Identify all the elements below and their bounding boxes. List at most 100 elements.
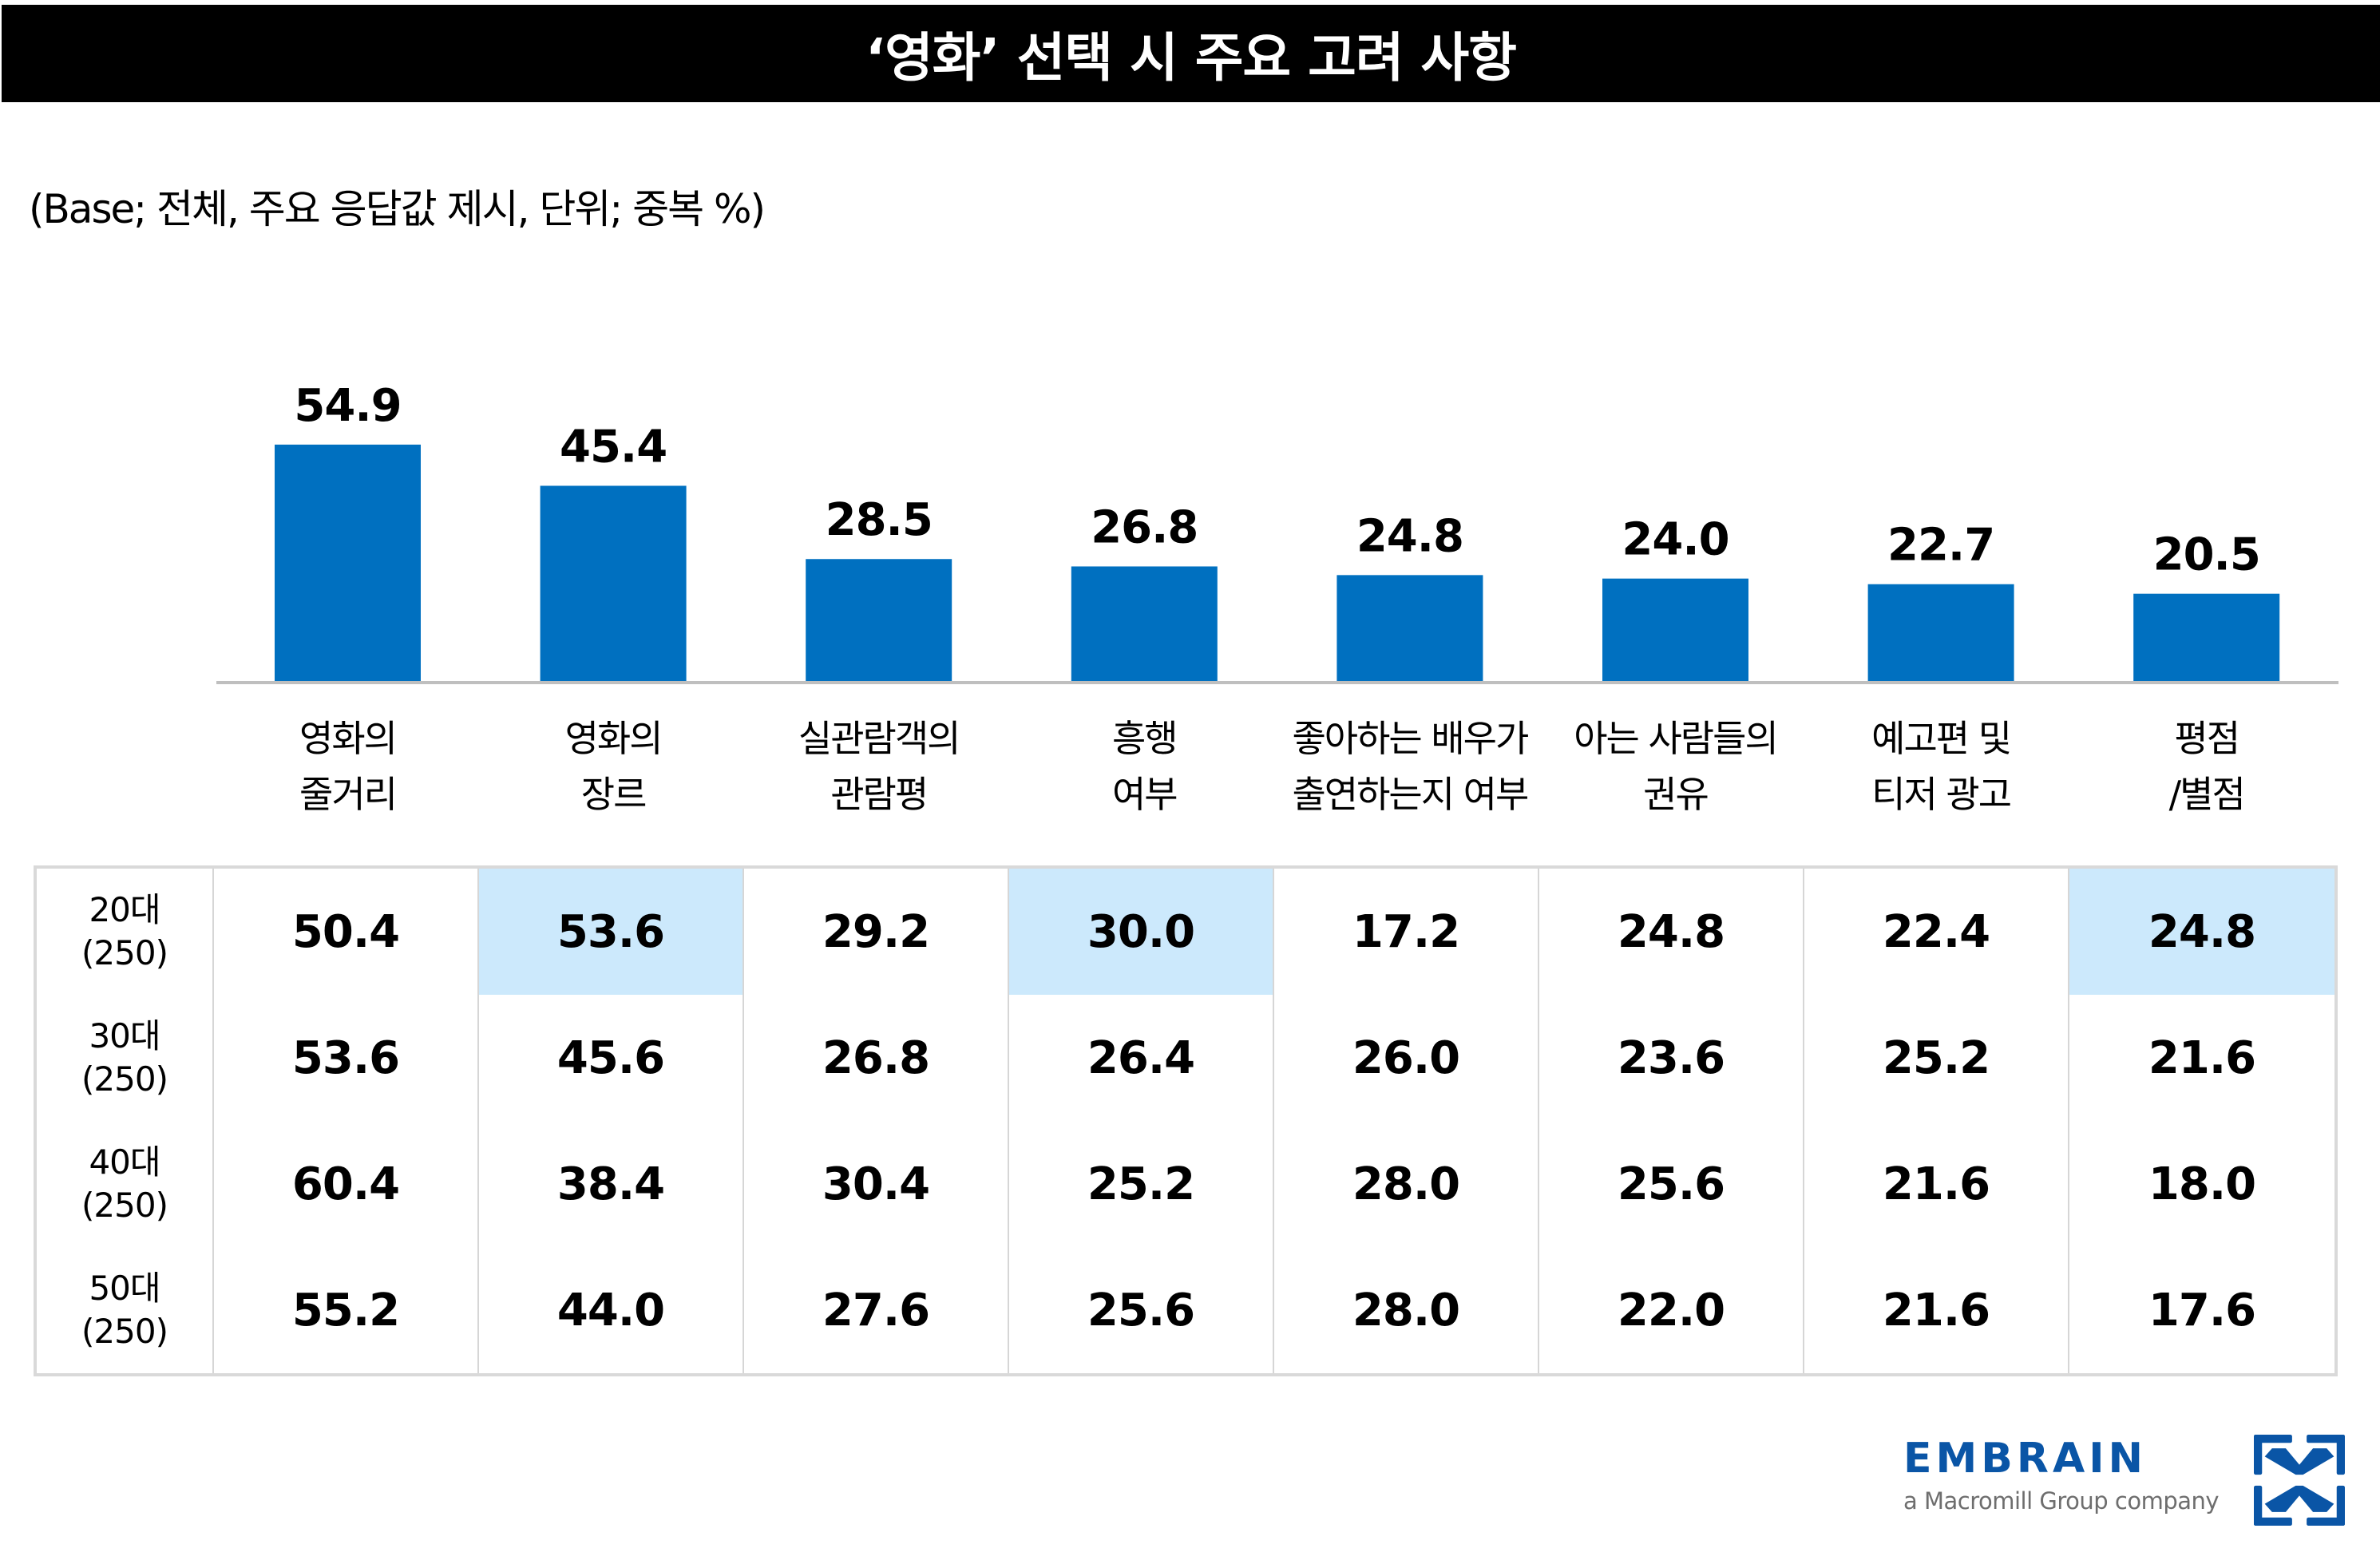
age-group: 20대 (89, 890, 160, 929)
value-labels-group: 54.9 45.4 28.5 26.8 24.8 24.0 22.7 20.5 (294, 380, 2260, 581)
table-cell: 21.6 (1804, 1247, 2069, 1373)
table-cell: 27.6 (744, 1247, 1009, 1373)
category-label: 권유 (1643, 773, 1708, 816)
category-label: 장르 (581, 773, 646, 816)
cell-value: 28.0 (1352, 1284, 1460, 1336)
cell-value: 28.0 (1352, 1158, 1460, 1210)
cell-value: 38.4 (556, 1158, 665, 1210)
cell-value: 21.6 (1882, 1284, 1990, 1336)
bar (1602, 578, 1748, 683)
table-cell: 29.2 (744, 869, 1009, 995)
category-label: /별점 (2169, 773, 2244, 816)
row-label: 20대 (250) (37, 869, 214, 995)
table-cell: 21.6 (1804, 1121, 2069, 1247)
bar-chart: 54.945.428.5 26.8 24.8 24.0 22.7 20.5 영화의줄거리영… (216, 380, 2338, 816)
cell-value: 27.6 (822, 1284, 930, 1336)
cell-value: 22.4 (1882, 905, 1990, 958)
bar (806, 559, 952, 683)
table-cell: 53.6 (479, 869, 744, 995)
cell-value: 50.4 (291, 905, 400, 958)
bar (540, 485, 687, 683)
cell-value: 60.4 (291, 1158, 400, 1210)
cell-value: 23.6 (1617, 1031, 1725, 1084)
cell-value: 21.6 (1882, 1158, 1990, 1210)
category-label: 좋아하는 배우가 (1292, 717, 1528, 760)
table-cell: 23.6 (1539, 995, 1804, 1121)
bar (1071, 566, 1218, 683)
table-cell: 17.6 (2069, 1247, 2334, 1373)
title-bar: ‘영화’ 선택 시 주요 고려 사항 (2, 5, 2380, 102)
cell-value: 18.0 (2148, 1158, 2256, 1210)
cell-value: 22.0 (1617, 1284, 1725, 1336)
bar (2133, 593, 2280, 683)
table-cell: 55.2 (214, 1247, 479, 1373)
cell-value: 24.8 (2148, 905, 2256, 958)
table-cell: 17.2 (1274, 869, 1539, 995)
category-label: 영화의 (565, 717, 662, 760)
table-cell: 28.0 (1274, 1121, 1539, 1247)
bar (1867, 584, 2014, 683)
bar-value-label: 54.9 (294, 380, 401, 432)
bar-value-label: 45.4 (560, 421, 667, 473)
bar-value-label: 20.5 (2153, 529, 2260, 581)
embrain-logo: EMBRAIN a Macromill Group company (1900, 1433, 2347, 1529)
bar (275, 444, 421, 683)
cell-value: 30.0 (1087, 905, 1195, 958)
cell-value: 25.2 (1087, 1158, 1195, 1210)
cell-value: 44.0 (556, 1284, 665, 1336)
cell-value: 26.4 (1087, 1031, 1195, 1084)
table-cell: 24.8 (1539, 869, 1804, 995)
sample-size: (250) (81, 1186, 168, 1225)
age-group: 50대 (89, 1269, 160, 1308)
table-cell: 28.0 (1274, 1247, 1539, 1373)
table-cell: 21.6 (2069, 995, 2334, 1121)
table-cell: 25.2 (1009, 1121, 1274, 1247)
cell-value: 53.6 (556, 905, 665, 958)
table-cell: 50.4 (214, 869, 479, 995)
row-label: 40대 (250) (37, 1121, 214, 1247)
sample-size: (250) (81, 1312, 168, 1351)
bar-value-label: 24.0 (1622, 514, 1729, 566)
table-cell: 45.6 (479, 995, 744, 1121)
page-title: ‘영화’ 선택 시 주요 고려 사항 (865, 27, 1517, 89)
category-label: 티저 광고 (1871, 773, 2010, 816)
base-note: (Base; 전체, 주요 응답값 제시, 단위; 중복 %) (29, 186, 766, 232)
sample-size: (250) (81, 1059, 168, 1099)
table-cell: 26.8 (744, 995, 1009, 1121)
table-cell: 25.6 (1009, 1247, 1274, 1373)
category-label: 여부 (1112, 773, 1177, 816)
table-cell: 30.0 (1009, 869, 1274, 995)
table-cell: 38.4 (479, 1121, 744, 1247)
cell-value: 21.6 (2148, 1031, 2256, 1084)
category-label: 예고편 및 (1871, 717, 2010, 760)
cell-value: 45.6 (556, 1031, 665, 1084)
logo-wordmark: EMBRAIN (1903, 1435, 2148, 1483)
bar-value-label: 26.8 (1091, 501, 1198, 553)
category-label: 관람평 (830, 773, 927, 816)
cell-value: 25.2 (1882, 1031, 1990, 1084)
category-label: 실관람객의 (798, 717, 960, 760)
age-group: 40대 (89, 1142, 160, 1182)
cell-value: 53.6 (291, 1031, 400, 1084)
category-label: 아는 사람들의 (1574, 717, 1777, 760)
table-cell: 25.2 (1804, 995, 2069, 1121)
table-cell: 53.6 (214, 995, 479, 1121)
age-breakdown-table: 20대 (250) 50.4 53.6 29.2 30.0 17.2 24.8 22.4 24.8… (34, 865, 2338, 1376)
category-label: 평점 (2174, 717, 2239, 760)
category-label: 흥행 (1112, 717, 1177, 760)
cell-value: 17.6 (2148, 1284, 2256, 1336)
bar-value-label: 22.7 (1887, 520, 1994, 572)
cell-value: 26.0 (1352, 1031, 1460, 1084)
table-cell: 44.0 (479, 1247, 744, 1373)
row-label: 30대 (250) (37, 995, 214, 1121)
table-cell: 30.4 (744, 1121, 1009, 1247)
category-label: 영화의 (299, 717, 396, 760)
table-cell: 22.0 (1539, 1247, 1804, 1373)
cell-value: 25.6 (1087, 1284, 1195, 1336)
cell-value: 29.2 (822, 905, 930, 958)
logo-tagline: a Macromill Group company (1903, 1487, 2220, 1515)
category-label: 출연하는지 여부 (1292, 773, 1527, 816)
bar-value-label: 28.5 (826, 494, 933, 546)
bars-group (275, 444, 2280, 683)
